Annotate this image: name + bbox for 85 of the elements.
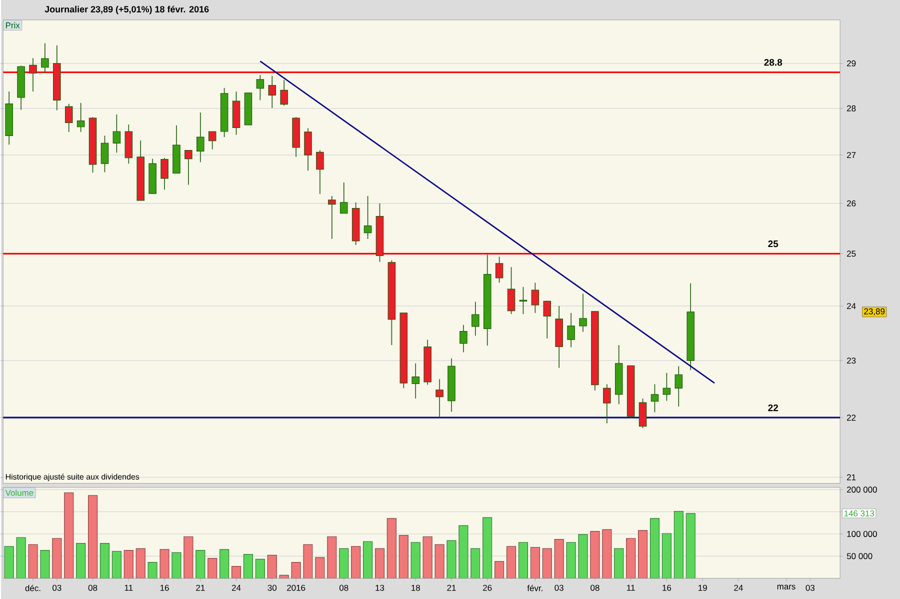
- y-axis-title: Prix: [6, 22, 20, 28]
- candlestick: [650, 384, 659, 413]
- x-tick-label: 08: [88, 584, 98, 591]
- chart-title: Journalier 23,89 (+5,01%) 18 févr. 2016: [44, 6, 209, 14]
- x-tick-label: 24: [232, 584, 241, 591]
- y-axis-title: Volume: [5, 489, 34, 496]
- candlestick: [268, 75, 276, 108]
- text: 146 313: [844, 510, 874, 516]
- x-tick-label: 08: [339, 584, 348, 591]
- candlestick: [208, 130, 216, 150]
- bar: [4, 546, 14, 578]
- x-tick-label: 16: [662, 584, 672, 591]
- x-tick-label: 24: [734, 584, 743, 591]
- y-tick-label: 29: [847, 60, 856, 66]
- candlestick: [567, 312, 575, 348]
- candlestick: [579, 293, 587, 332]
- y-tick-label: 50 000: [846, 553, 872, 559]
- bar: [351, 546, 361, 578]
- candlestick: [316, 150, 324, 194]
- candlestick: [460, 324, 468, 353]
- x-tick-label: 03: [806, 584, 815, 591]
- x-tick-label: 11: [627, 584, 635, 591]
- y-tick-label: 100 000: [847, 530, 877, 537]
- x-tick-label: 16: [160, 584, 169, 591]
- candlestick: [64, 103, 73, 132]
- bar: [40, 550, 50, 578]
- y-tick-label: 200 000: [847, 486, 877, 492]
- y-tick-label: 21: [847, 474, 856, 480]
- candlestick: [256, 74, 264, 100]
- candlestick: [638, 398, 647, 428]
- y-tick-label: 24: [847, 302, 856, 309]
- candlestick: [196, 112, 204, 162]
- bar: [530, 546, 540, 578]
- candlestick: [674, 366, 683, 407]
- candlestick: [603, 384, 611, 424]
- x-tick-label: 30: [268, 584, 277, 591]
- text: 23,89: [864, 308, 885, 316]
- candlestick: [472, 301, 480, 336]
- x-tick-label: 2016: [287, 584, 306, 591]
- ref-line-label: 28.8: [764, 58, 782, 66]
- candlestick: [304, 128, 312, 172]
- candlestick: [112, 114, 121, 153]
- x-tick-label: févr.: [527, 584, 542, 592]
- candlestick: [328, 195, 336, 240]
- ref-line-label: 25: [768, 240, 778, 248]
- bar: [506, 546, 516, 578]
- x-tick-label: déc.: [25, 584, 40, 592]
- ref-line-label: 22: [768, 404, 778, 411]
- y-tick-label: 25: [847, 250, 856, 257]
- x-tick-label: 03: [554, 584, 564, 591]
- candlestick: [100, 135, 109, 172]
- candlestick: [543, 300, 552, 339]
- candlestick: [160, 157, 168, 190]
- y-tick-label: 22: [847, 414, 856, 420]
- candlestick: [280, 79, 288, 106]
- candlestick: [507, 266, 516, 314]
- x-tick-label: 19: [698, 584, 707, 591]
- candlestick: [364, 195, 372, 240]
- x-tick-label: 08: [590, 584, 600, 591]
- candlestick: [531, 282, 540, 314]
- x-tick-label: 18: [412, 584, 420, 591]
- x-tick-label: 03: [52, 584, 62, 591]
- candlestick: [184, 150, 192, 186]
- x-tick-label: 11: [124, 584, 133, 591]
- x-tick-label: 21: [447, 584, 456, 591]
- y-tick-label: 23: [847, 357, 856, 364]
- candlestick: [495, 256, 504, 283]
- x-tick-label: 13: [376, 584, 384, 591]
- candlestick: [519, 286, 528, 314]
- bar: [148, 562, 158, 578]
- y-tick-label: 28: [847, 105, 856, 112]
- candlestick: [340, 182, 348, 214]
- candlestick: [412, 362, 420, 399]
- candlestick: [436, 378, 444, 418]
- candlestick: [29, 58, 37, 92]
- candlestick: [662, 372, 671, 402]
- x-tick-label: mars: [777, 584, 796, 590]
- y-tick-label: 27: [847, 152, 856, 158]
- candlestick: [41, 42, 49, 74]
- bar: [196, 550, 206, 578]
- x-tick-label: 26: [483, 584, 492, 591]
- bar: [208, 558, 218, 578]
- x-tick-label: 21: [196, 584, 205, 591]
- y-tick-label: 26: [847, 200, 856, 206]
- candlestick: [76, 102, 85, 132]
